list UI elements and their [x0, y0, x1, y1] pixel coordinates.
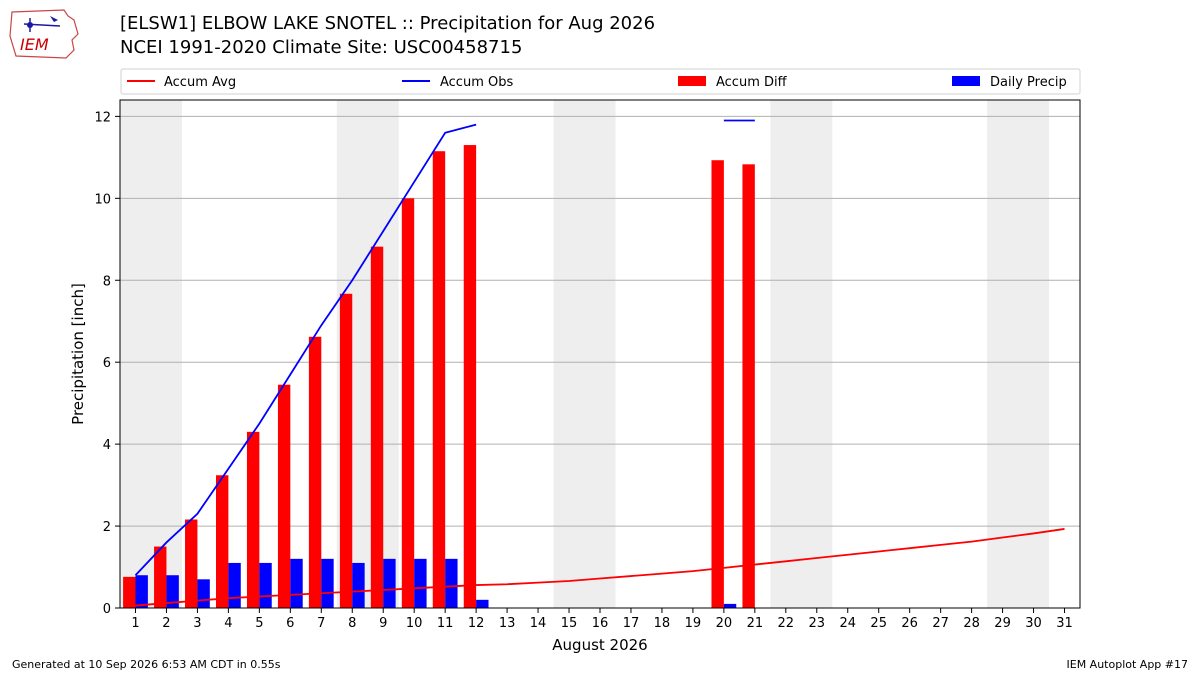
chart-title: [ELSW1] ELBOW LAKE SNOTEL :: Precipitati…	[120, 13, 656, 34]
x-tick-label-26: 26	[901, 616, 918, 631]
legend-avg-label: Accum Avg	[164, 75, 236, 90]
daily-bar-day-11	[445, 558, 458, 608]
x-tick-label-3: 3	[193, 616, 201, 631]
weekend-shade-3	[770, 100, 833, 608]
diff-bar-day-3	[185, 519, 198, 608]
x-tick-label-22: 22	[778, 616, 795, 631]
x-tick-label-18: 18	[654, 616, 671, 631]
legend-obs-label: Accum Obs	[440, 75, 513, 90]
x-tick-label-11: 11	[437, 616, 454, 631]
diff-bar-day-20	[711, 160, 724, 608]
x-tick-label-6: 6	[286, 616, 294, 631]
daily-bar-day-6	[290, 558, 303, 608]
x-tick-label-20: 20	[716, 616, 733, 631]
daily-bar-day-5	[259, 562, 272, 608]
weekend-shade-0	[120, 100, 182, 608]
weekend-shade-4	[987, 100, 1050, 608]
x-tick-label-4: 4	[224, 616, 232, 631]
diff-bar-day-4	[216, 475, 229, 608]
chart-subtitle: NCEI 1991-2020 Climate Site: USC00458715	[120, 37, 523, 58]
x-tick-label-27: 27	[932, 616, 949, 631]
daily-bar-day-20	[723, 603, 737, 608]
diff-bar-day-6	[277, 384, 291, 608]
y-tick-label-6: 6	[103, 356, 111, 371]
x-tick-label-25: 25	[870, 616, 887, 631]
diff-bar-day-9	[370, 246, 384, 608]
y-tick-label-2: 2	[103, 520, 111, 535]
diff-bar-day-7	[308, 336, 322, 608]
x-tick-label-29: 29	[994, 616, 1011, 631]
x-tick-label-21: 21	[747, 616, 764, 631]
x-tick-label-1: 1	[131, 616, 139, 631]
x-tick-label-12: 12	[468, 616, 485, 631]
accum-obs-line-0	[134, 123, 477, 576]
x-tick-label-31: 31	[1056, 616, 1073, 631]
iem-logo: IEM	[8, 6, 80, 60]
x-tick-label-10: 10	[406, 616, 423, 631]
x-tick-label-14: 14	[530, 616, 547, 631]
legend-daily-swatch	[952, 76, 980, 86]
x-tick-label-2: 2	[162, 616, 170, 631]
x-tick-label-16: 16	[592, 616, 609, 631]
x-tick-label-17: 17	[623, 616, 640, 631]
x-axis-label: August 2026	[552, 636, 647, 654]
x-tick-label-24: 24	[839, 616, 856, 631]
legend-daily-label: Daily Precip	[990, 75, 1067, 90]
daily-bar-day-10	[414, 558, 427, 608]
x-tick-label-28: 28	[963, 616, 980, 631]
x-tick-label-13: 13	[499, 616, 516, 631]
y-tick-label-4: 4	[103, 438, 111, 453]
app-credit: IEM Autoplot App #17	[1066, 658, 1189, 671]
daily-bar-day-9	[383, 558, 396, 608]
diff-bar-day-12	[463, 145, 477, 608]
daily-bar-day-3	[197, 579, 210, 608]
accum-avg-line	[135, 528, 1065, 607]
legend-diff-label: Accum Diff	[716, 75, 788, 90]
diff-bar-day-10	[401, 198, 415, 609]
x-tick-label-9: 9	[379, 616, 387, 631]
daily-bar-day-8	[352, 562, 365, 608]
y-tick-label-10: 10	[94, 192, 111, 207]
x-tick-label-15: 15	[561, 616, 578, 631]
diff-bar-day-21	[742, 164, 755, 609]
logo-lettering: IEM	[20, 35, 49, 54]
x-tick-label-8: 8	[348, 616, 356, 631]
daily-bar-day-7	[321, 558, 334, 608]
daily-bar-day-12	[476, 599, 489, 608]
legend-diff-swatch	[678, 76, 706, 86]
y-tick-label-12: 12	[94, 110, 111, 125]
diff-bar-day-2	[154, 546, 167, 608]
daily-bar-day-1	[135, 575, 148, 608]
x-tick-label-19: 19	[685, 616, 702, 631]
y-axis-label: Precipitation [inch]	[69, 283, 87, 425]
daily-bar-day-4	[228, 562, 241, 608]
x-tick-label-5: 5	[255, 616, 263, 631]
legend-frame	[120, 68, 1081, 95]
diff-bar-day-5	[246, 431, 260, 608]
x-tick-label-7: 7	[317, 616, 325, 631]
x-tick-label-23: 23	[809, 616, 826, 631]
diff-bar-day-1	[123, 576, 136, 608]
y-tick-label-8: 8	[103, 274, 111, 289]
x-tick-label-30: 30	[1025, 616, 1042, 631]
legend: Accum Avg Accum Obs Accum Diff Daily Pre…	[120, 68, 1081, 95]
y-tick-label-0: 0	[103, 602, 111, 617]
weekend-shade-2	[553, 100, 616, 608]
daily-bar-day-2	[166, 575, 179, 608]
diff-bar-day-8	[339, 293, 353, 608]
generated-timestamp: Generated at 10 Sep 2026 6:53 AM CDT in …	[12, 658, 281, 671]
diff-bar-day-11	[432, 151, 446, 609]
